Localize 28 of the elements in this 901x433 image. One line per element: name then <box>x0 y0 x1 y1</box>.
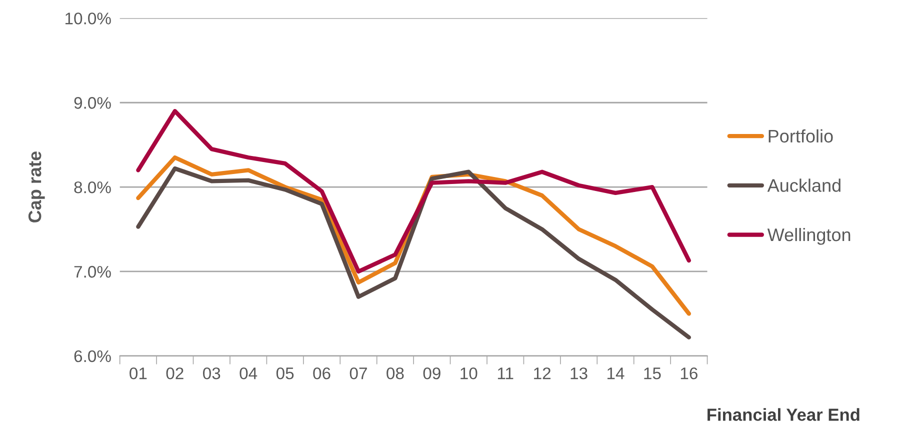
y-tick-label: 8.0% <box>74 181 111 194</box>
x-tick-label: 14 <box>608 368 624 380</box>
legend-label: Wellington <box>767 228 850 245</box>
y-tick-label: 10.0% <box>66 12 111 24</box>
legend-label: Auckland <box>767 178 840 192</box>
y-tick-label: 9.0% <box>74 97 111 109</box>
legend-label: Portfolio <box>768 129 833 143</box>
line-series <box>136 166 692 340</box>
x-tick-label: 06 <box>313 367 330 380</box>
x-tick-label: 09 <box>423 367 440 380</box>
x-tick-label: 04 <box>240 367 258 380</box>
line-series <box>136 108 692 274</box>
x-tick-label: 15 <box>644 368 661 380</box>
y-tick-label: 7.0% <box>74 266 111 278</box>
x-tick-label: 11 <box>498 368 514 380</box>
x-tick-label: 05 <box>276 367 294 380</box>
x-tick-label: 10 <box>460 367 478 380</box>
x-tick-label: 02 <box>166 367 184 380</box>
x-tick-label: 08 <box>386 367 404 380</box>
y-axis-title: Cap rate <box>28 152 45 222</box>
x-tick-label: 16 <box>680 367 698 380</box>
x-tick-label: 01 <box>130 367 147 380</box>
x-tick-label: 13 <box>570 367 588 380</box>
x-axis-title: Financial Year End <box>708 408 860 421</box>
x-tick-label: 12 <box>534 367 550 380</box>
x-tick-label: 03 <box>203 367 220 380</box>
x-tick-label: 07 <box>350 367 367 380</box>
y-tick-label: 6.0% <box>74 350 111 362</box>
